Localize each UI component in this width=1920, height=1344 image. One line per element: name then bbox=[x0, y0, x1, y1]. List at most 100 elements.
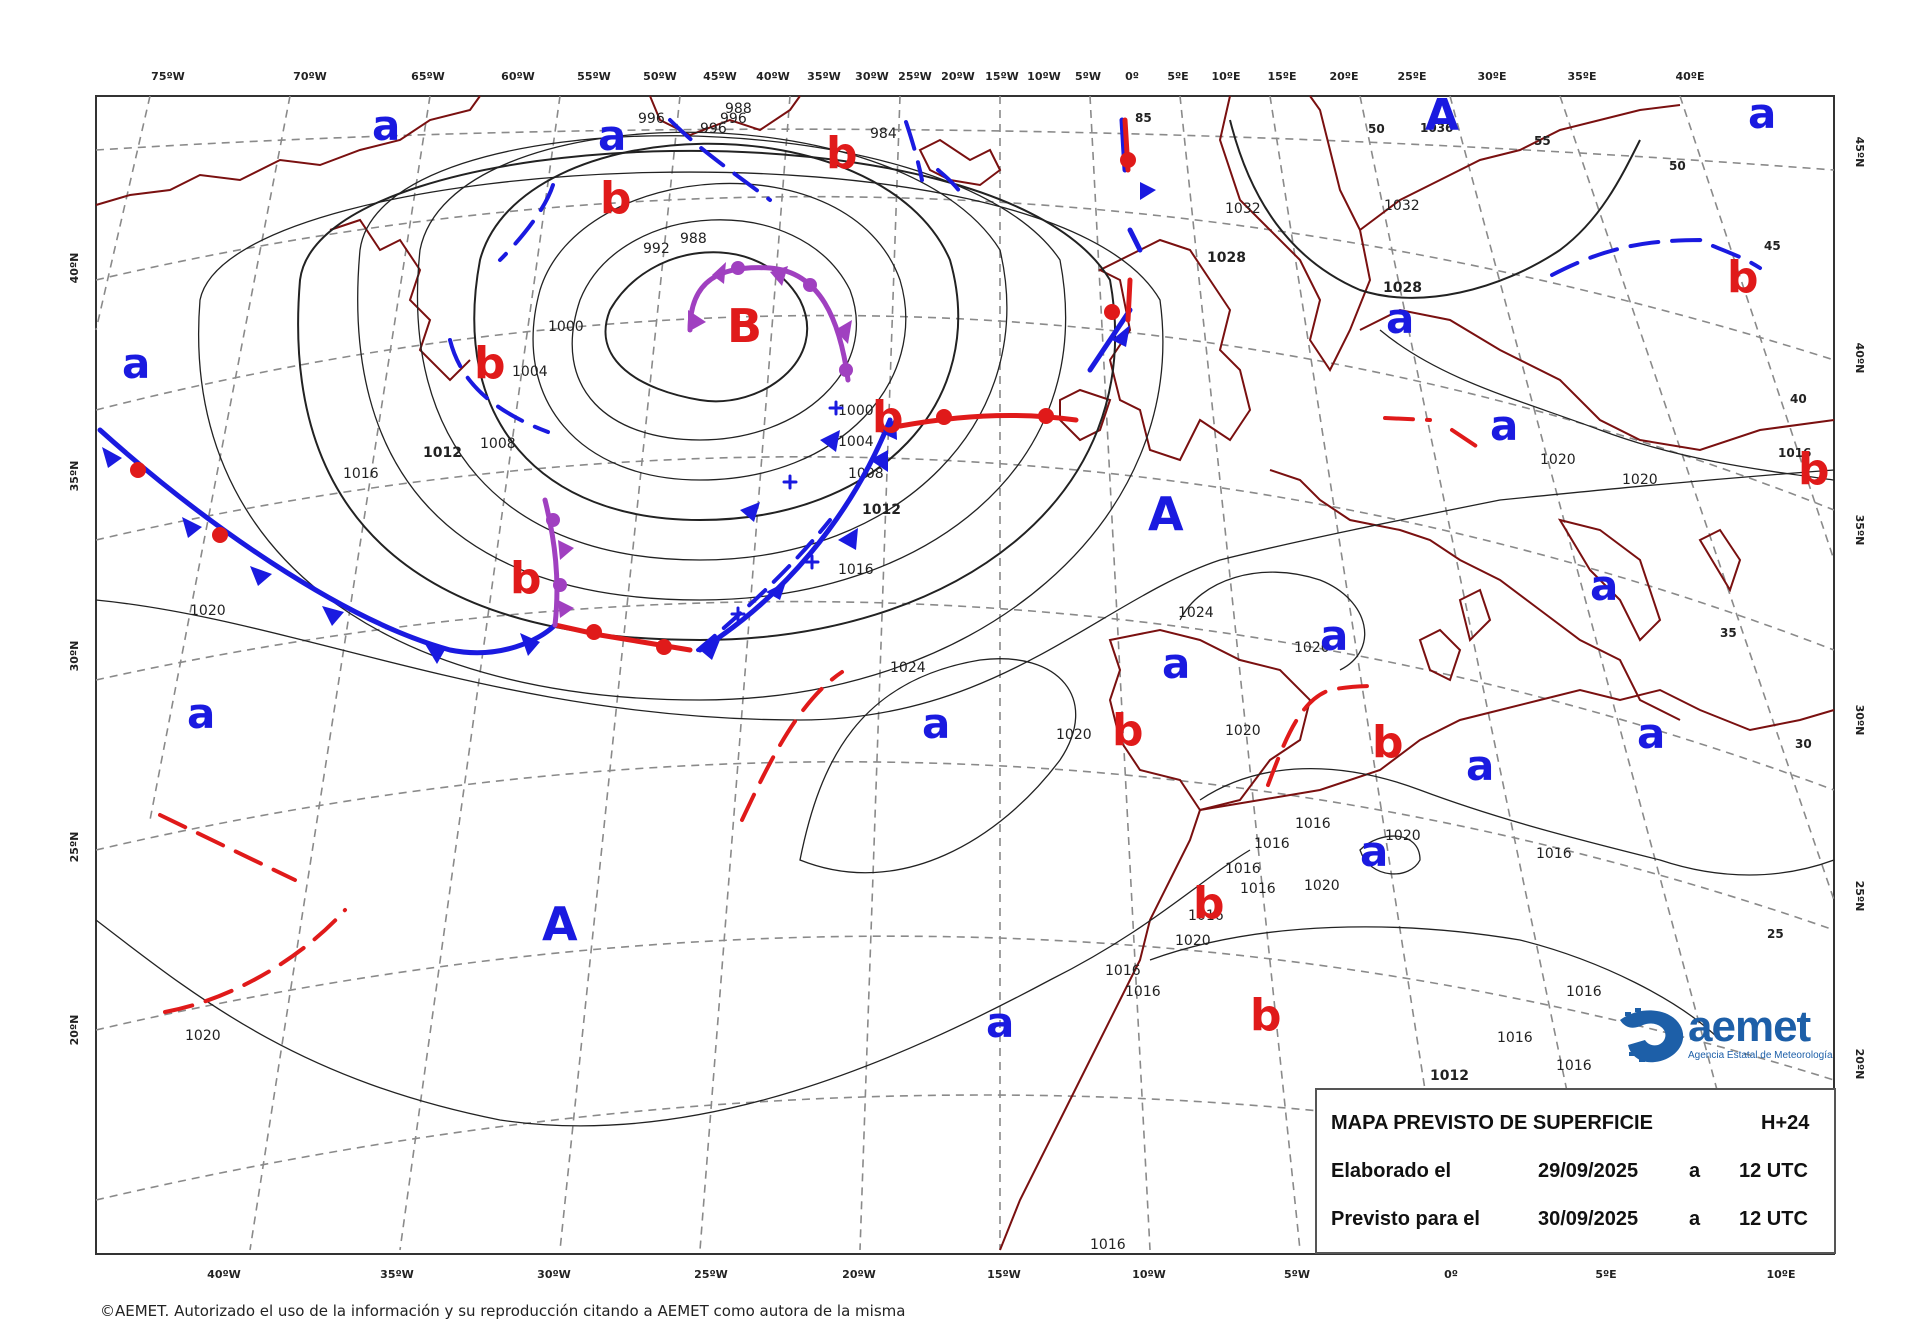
lon-label: 70ºW bbox=[293, 70, 327, 83]
low-center-b: b bbox=[510, 553, 542, 604]
small-label: 55 bbox=[1534, 134, 1551, 148]
lat-label: 25ºN bbox=[68, 832, 81, 863]
logo-text: aemet bbox=[1688, 1002, 1811, 1051]
lat-label: 45ºN bbox=[1853, 137, 1866, 168]
lon-label: 5ºW bbox=[1284, 1268, 1310, 1281]
high-center-A: A bbox=[542, 897, 578, 951]
isobar-label: 992 bbox=[643, 241, 670, 257]
isobar-label: 1020 bbox=[1304, 878, 1340, 894]
high-center-a: a bbox=[1637, 709, 1665, 758]
small-label: 35 bbox=[1720, 626, 1737, 640]
low-center-b: b bbox=[826, 128, 858, 179]
warm-front bbox=[897, 413, 1079, 429]
low-center-B: B bbox=[727, 299, 762, 353]
lon-label: 35ºE bbox=[1567, 70, 1596, 83]
lon-label: 35ºW bbox=[807, 70, 841, 83]
lon-label: 15ºE bbox=[1267, 70, 1296, 83]
lon-label: 50ºW bbox=[643, 70, 677, 83]
warm-front bbox=[552, 622, 693, 653]
small-label: 45 bbox=[1764, 239, 1781, 253]
trough-lines bbox=[158, 416, 1484, 1014]
lon-label: 35ºW bbox=[380, 1268, 414, 1281]
cold-front-dash bbox=[1127, 227, 1143, 253]
isobar-label: 996 bbox=[720, 111, 747, 127]
isobar-label: 1028 bbox=[1383, 280, 1422, 296]
isobar-label: 1016 bbox=[1497, 1030, 1533, 1046]
high-center-a: a bbox=[1386, 294, 1414, 343]
isobar-label: 996 bbox=[638, 111, 665, 127]
isobar-label: 1016 bbox=[1225, 861, 1261, 877]
left-axis: 40ºN 35ºN 30ºN 25ºN 20ºN bbox=[68, 253, 81, 1046]
lon-label: 40ºE bbox=[1675, 70, 1704, 83]
isobar-label: 1016 bbox=[343, 466, 379, 482]
isobar-label: 1020 bbox=[185, 1028, 221, 1044]
high-center-a: a bbox=[1360, 827, 1388, 876]
isobar-label: 1016 bbox=[1090, 1237, 1126, 1253]
lat-label: 35ºN bbox=[68, 461, 81, 492]
isobar-label: 1016 bbox=[1566, 984, 1602, 1000]
lon-label: 0º bbox=[1125, 70, 1139, 83]
isobar-labels: 996 996 996 988 984 992 988 1000 1004 10… bbox=[185, 101, 1658, 1253]
isobar-label: 1008 bbox=[480, 436, 516, 452]
isobar-label: 1032 bbox=[1384, 198, 1420, 214]
isobar-label: 1016 bbox=[1295, 816, 1331, 832]
isobar-label: 988 bbox=[725, 101, 752, 117]
isobar-label: 1000 bbox=[838, 403, 874, 419]
high-center-a: a bbox=[1590, 561, 1618, 610]
lon-label: 25ºW bbox=[694, 1268, 728, 1281]
isobar-label: 1024 bbox=[1178, 605, 1214, 621]
lon-label: 30ºE bbox=[1477, 70, 1506, 83]
isobar-label: 1016 bbox=[1188, 908, 1224, 924]
isobar-label: 1020 bbox=[1540, 452, 1576, 468]
lat-label: 40ºN bbox=[1853, 343, 1866, 374]
isobar-label: 1016 bbox=[838, 562, 874, 578]
isobar-label: 1020 bbox=[190, 603, 226, 619]
isobar-label: 1004 bbox=[838, 434, 874, 450]
isobar-label: 1016 bbox=[1536, 846, 1572, 862]
low-center-b: b bbox=[1727, 252, 1759, 303]
lat-label: 20ºN bbox=[1853, 1049, 1866, 1080]
top-axis: 75ºW 70ºW 65ºW 60ºW 55ºW 50ºW 45ºW 40ºW … bbox=[151, 70, 1704, 83]
isobar-label: 996 bbox=[700, 121, 727, 137]
isobar-label: 1000 bbox=[548, 319, 584, 335]
high-center-a: a bbox=[187, 689, 215, 738]
ridge-lines bbox=[448, 118, 1762, 434]
lon-label: 20ºW bbox=[842, 1268, 876, 1281]
lat-label: 20ºN bbox=[68, 1015, 81, 1046]
isobar-label: 1012 bbox=[1430, 1068, 1469, 1084]
low-center-b: b bbox=[1193, 878, 1225, 929]
map-frame bbox=[95, 95, 1835, 1255]
bottom-axis: 40ºW 35ºW 30ºW 25ºW 20ºW 15ºW 10ºW 5ºW 0… bbox=[207, 1268, 1795, 1281]
isobar-label: 1028 bbox=[1207, 250, 1246, 266]
lat-label: 40ºN bbox=[68, 253, 81, 284]
small-label: 30 bbox=[1795, 737, 1812, 751]
lon-label: 0º bbox=[1444, 1268, 1458, 1281]
lon-label: 25ºE bbox=[1397, 70, 1426, 83]
isobar-label: 988 bbox=[680, 231, 707, 247]
isobar-label: 1016 bbox=[1240, 881, 1276, 897]
high-center-a: a bbox=[1162, 639, 1190, 688]
small-label: 40 bbox=[1790, 392, 1807, 406]
warm-front bbox=[1125, 277, 1133, 323]
isobar-label: 984 bbox=[870, 126, 897, 142]
right-axis: 45ºN 40ºN 35ºN 30ºN 25ºN 20ºN bbox=[1853, 137, 1866, 1080]
isobar-label: 1032 bbox=[1225, 201, 1261, 217]
high-center-a: a bbox=[598, 111, 626, 160]
lat-label: 25ºN bbox=[1853, 881, 1866, 912]
lon-label: 10ºW bbox=[1027, 70, 1061, 83]
lon-label: 10ºE bbox=[1766, 1268, 1795, 1281]
lat-label: 30ºN bbox=[68, 641, 81, 672]
low-center-b: b bbox=[1250, 990, 1282, 1041]
lon-label: 20ºE bbox=[1329, 70, 1358, 83]
lon-label: 10ºE bbox=[1211, 70, 1240, 83]
lon-label: 20ºW bbox=[941, 70, 975, 83]
lon-label: 60ºW bbox=[501, 70, 535, 83]
small-label: 25 bbox=[1767, 927, 1784, 941]
lon-label: 15ºW bbox=[987, 1268, 1021, 1281]
high-center-A: A bbox=[1425, 90, 1459, 141]
high-center-a: a bbox=[1748, 89, 1776, 138]
isobar-label: 1020 bbox=[1175, 933, 1211, 949]
issued-label: Elaborado el bbox=[1331, 1160, 1452, 1182]
lat-label: 30ºN bbox=[1853, 705, 1866, 736]
small-label: 1036 bbox=[1420, 121, 1453, 135]
